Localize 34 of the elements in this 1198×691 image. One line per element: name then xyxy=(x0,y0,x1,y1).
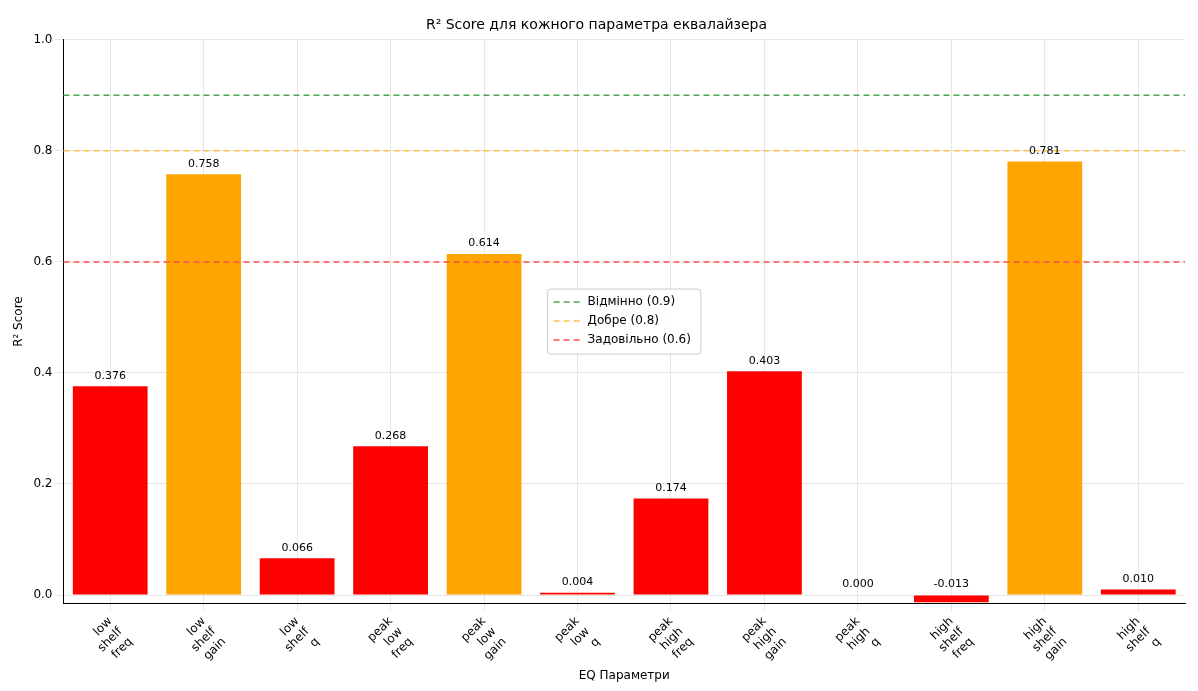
data-label: 0.010 xyxy=(1122,571,1155,585)
bar xyxy=(259,558,335,595)
bar xyxy=(446,254,522,595)
y-tick-label: 0.6 xyxy=(33,254,53,269)
bar xyxy=(913,595,989,603)
bar xyxy=(1007,161,1083,595)
legend-label: Задовільно (0.6) xyxy=(587,332,691,347)
y-tick-label: 0.2 xyxy=(33,476,53,491)
x-axis-title: EQ Параметри xyxy=(578,667,670,682)
y-tick-label: 0.4 xyxy=(33,365,53,380)
data-label: 0.376 xyxy=(94,368,126,382)
data-label: 0.268 xyxy=(374,428,407,442)
chart-title: R² Score для кожного параметра еквалайзера xyxy=(425,16,768,33)
data-label: 0.403 xyxy=(748,353,781,367)
data-label: 0.781 xyxy=(1029,143,1061,157)
y-tick-label: 0.0 xyxy=(33,587,53,602)
y-tick-label: 1.0 xyxy=(33,31,53,46)
bar xyxy=(72,386,148,595)
data-label: 0.000 xyxy=(842,577,874,591)
data-label: 0.004 xyxy=(561,575,594,589)
data-label: 0.614 xyxy=(468,236,500,250)
data-label: -0.013 xyxy=(933,577,970,591)
bar xyxy=(633,498,709,595)
bar xyxy=(1100,589,1176,595)
bar xyxy=(353,446,428,595)
data-label: 0.174 xyxy=(655,480,687,494)
bar xyxy=(166,174,242,595)
bar xyxy=(727,371,802,595)
y-axis-title: R² Score xyxy=(11,296,26,347)
data-label: 0.758 xyxy=(187,156,220,170)
data-label: 0.066 xyxy=(281,540,313,554)
legend-label: Відмінно (0.9) xyxy=(587,294,676,309)
legend-label: Добре (0.8) xyxy=(587,313,659,328)
y-tick-label: 0.8 xyxy=(33,142,53,157)
